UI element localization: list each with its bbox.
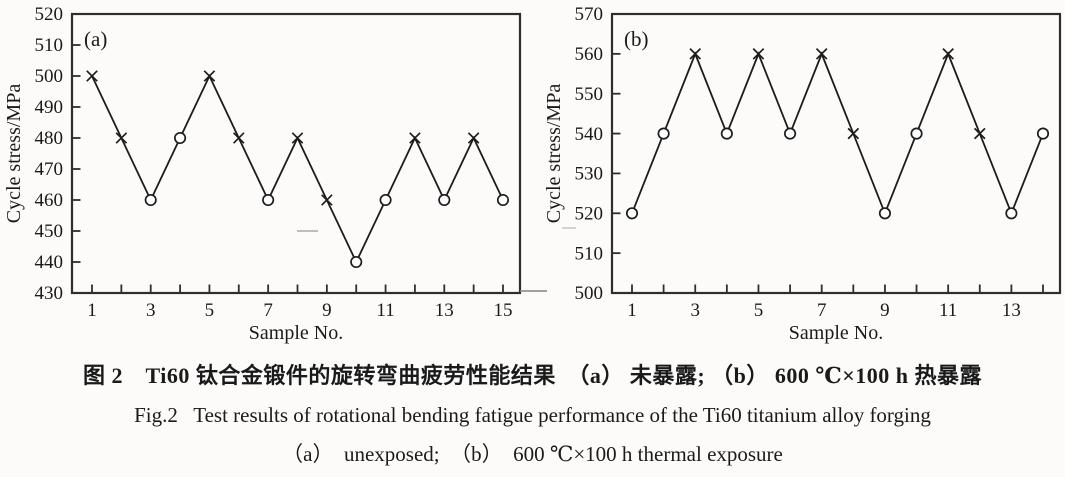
y-tick-label: 500	[35, 66, 64, 87]
y-tick-label: 440	[35, 252, 64, 273]
data-point-marker-o	[174, 131, 187, 145]
data-point-marker-x	[689, 48, 702, 60]
data-point-marker-x	[409, 132, 421, 144]
y-tick-label: 490	[35, 97, 64, 118]
data-point-marker-x	[115, 132, 128, 144]
y-tick-label: 530	[575, 164, 604, 185]
x-axis: 1 3 5 7 9 11 13 15	[87, 284, 513, 321]
x-tick-label: 13	[1002, 300, 1021, 321]
x-axis-title: Sample No.	[249, 322, 343, 344]
data-point-marker-x	[203, 70, 216, 82]
x-tick-label: 15	[494, 300, 513, 321]
data-point-marker-o	[438, 193, 451, 207]
y-tick-label: 470	[35, 159, 64, 180]
data-point-marker-x	[86, 70, 98, 82]
data-point-marker-o	[910, 127, 923, 140]
y-tick-label: 480	[35, 128, 64, 149]
x-axis-title: Sample No.	[789, 322, 883, 344]
scan-stray-mark	[520, 290, 547, 292]
data-point-marker-o	[657, 127, 670, 140]
panel-label: (b)	[624, 27, 649, 51]
data-point-marker-o	[784, 127, 797, 140]
data-point-marker-o	[1036, 127, 1050, 140]
x-tick-label: 13	[435, 300, 454, 321]
y-tick-label: 520	[575, 203, 604, 224]
y-tick-label: 520	[35, 4, 64, 25]
data-point-marker-o	[379, 193, 392, 207]
data-point-marker-o	[878, 207, 891, 220]
data-point-marker-x	[815, 48, 828, 60]
y-axis: 430 440 450 460 470 480 490 500 510 520	[35, 4, 81, 304]
x-tick-label: 7	[263, 300, 273, 321]
data-point-marker-x	[291, 132, 304, 144]
data-point-marker-o	[496, 193, 510, 207]
x-tick-label: 9	[880, 300, 890, 321]
panel-label: (a)	[84, 27, 107, 51]
y-tick-label: 510	[575, 243, 604, 264]
data-point-marker-x	[321, 194, 333, 206]
x-tick-label: 5	[205, 300, 215, 321]
data-point-marker-x	[752, 48, 765, 60]
data-markers	[86, 70, 510, 269]
data-point-marker-x	[232, 132, 245, 144]
data-point-marker-o	[262, 193, 275, 207]
data-point-marker-x	[973, 127, 986, 140]
x-tick-label: 1	[87, 300, 97, 321]
x-tick-label: 11	[939, 300, 957, 321]
data-line	[91, 73, 504, 265]
x-tick-label: 7	[817, 300, 827, 321]
data-point-marker-o	[625, 207, 639, 220]
x-tick-label: 5	[754, 300, 764, 321]
caption-english-line2: （a） unexposed; （b） 600 ℃×100 h thermal e…	[282, 442, 783, 466]
data-point-marker-o	[350, 255, 363, 269]
y-tick-label: 570	[575, 4, 604, 25]
y-tick-label: 540	[575, 124, 604, 145]
caption-english-line1: Fig.2 Test results of rotational bending…	[134, 403, 931, 427]
data-point-marker-o	[1005, 207, 1018, 220]
y-tick-label: 510	[35, 35, 64, 56]
caption-chinese: 图 2 Ti60 钛合金锻件的旋转弯曲疲劳性能结果 （a） 未暴露; （b） 6…	[82, 363, 983, 388]
scan-stray-mark	[562, 227, 576, 229]
y-tick-label: 430	[35, 283, 64, 304]
plot-frame	[70, 12, 522, 295]
data-point-marker-x	[467, 132, 480, 144]
y-tick-label: 460	[35, 190, 64, 211]
y-axis-title: Cycle stress/MPa	[543, 84, 565, 224]
data-point-marker-x	[847, 127, 860, 140]
data-point-marker-o	[144, 193, 157, 207]
y-tick-label: 500	[575, 283, 604, 304]
data-point-marker-o	[720, 127, 733, 140]
scan-stray-mark	[297, 230, 318, 232]
x-tick-label: 3	[690, 300, 700, 321]
x-axis: 1 3 5 7 9 11 13	[627, 284, 1044, 321]
x-tick-label: 11	[376, 300, 394, 321]
plot-frame	[610, 12, 1062, 295]
y-tick-label: 550	[575, 84, 604, 105]
data-line	[631, 51, 1044, 216]
y-axis-title: Cycle stress/MPa	[3, 84, 25, 224]
y-axis: 500 510 520 530 540 550 560 570	[575, 4, 621, 304]
y-tick-label: 450	[35, 221, 64, 242]
x-tick-label: 3	[146, 300, 156, 321]
x-tick-label: 9	[322, 300, 332, 321]
x-tick-label: 1	[627, 300, 637, 321]
data-point-marker-x	[942, 48, 954, 60]
data-markers	[625, 48, 1050, 220]
y-tick-label: 560	[575, 44, 604, 65]
